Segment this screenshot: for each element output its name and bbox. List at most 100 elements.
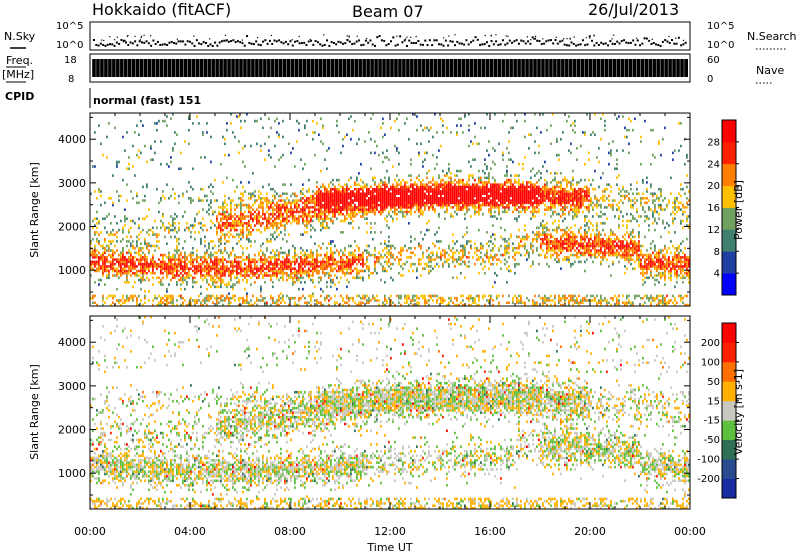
heatmap-cell <box>238 233 240 236</box>
heatmap-cell <box>310 249 312 252</box>
noise-search-point <box>505 35 507 37</box>
heatmap-cell <box>94 262 96 266</box>
heatmap-cell <box>384 201 386 205</box>
heatmap-cell <box>434 197 436 200</box>
heatmap-cell <box>170 278 172 282</box>
heatmap-cell <box>272 215 274 218</box>
heatmap-cell <box>416 294 418 298</box>
heatmap-cell <box>192 265 194 268</box>
heatmap-cell <box>306 231 308 234</box>
heatmap-cell <box>416 115 418 118</box>
heatmap-cell <box>274 301 276 305</box>
heatmap-cell <box>250 210 252 214</box>
heatmap-cell <box>140 231 142 234</box>
heatmap-cell <box>362 197 364 200</box>
heatmap-cell <box>140 119 142 123</box>
heatmap-cell <box>368 206 370 209</box>
heatmap-cell <box>338 281 340 284</box>
heatmap-cell <box>350 265 352 268</box>
heatmap-cell <box>94 256 96 259</box>
heatmap-cell <box>464 249 466 252</box>
heatmap-cell <box>362 301 364 305</box>
heatmap-cell <box>364 269 366 273</box>
heatmap-cell <box>240 215 242 218</box>
heatmap-cell <box>424 192 426 196</box>
noise-point <box>565 44 568 47</box>
heatmap-cell <box>144 240 146 243</box>
heatmap-cell <box>308 201 310 205</box>
heatmap-cell <box>422 253 424 257</box>
heatmap-cell <box>118 262 120 266</box>
noise-point <box>515 39 518 42</box>
heatmap-cell <box>236 228 238 232</box>
heatmap-cell <box>396 183 398 186</box>
noise-search-point <box>490 34 492 36</box>
heatmap-cell <box>234 256 236 259</box>
noise-point <box>513 40 516 43</box>
heatmap-cell <box>418 192 420 196</box>
heatmap-cell <box>286 203 288 207</box>
heatmap-cell <box>494 281 496 284</box>
heatmap-cell <box>492 192 494 196</box>
heatmap-cell <box>104 258 106 261</box>
heatmap-cell <box>172 256 174 259</box>
heatmap-cell <box>374 246 376 250</box>
heatmap-cell <box>290 271 292 275</box>
heatmap-cell <box>454 201 456 205</box>
heatmap-cell <box>400 296 402 300</box>
heatmap-cell <box>230 208 232 211</box>
heatmap-cell <box>280 260 282 264</box>
heatmap-cell <box>304 296 306 300</box>
heatmap-cell <box>268 201 270 205</box>
heatmap-cell <box>304 224 306 227</box>
heatmap-cell <box>472 183 474 186</box>
noise-point <box>435 39 438 42</box>
noise-point <box>344 42 347 45</box>
heatmap-cell <box>252 208 254 211</box>
heatmap-cell <box>430 203 432 207</box>
heatmap-cell <box>490 190 492 193</box>
heatmap-cell <box>374 267 376 270</box>
heatmap-cell <box>406 212 408 216</box>
heatmap-cell <box>120 267 122 270</box>
heatmap-cell <box>162 119 164 123</box>
heatmap-cell <box>406 260 408 264</box>
heatmap-cell <box>410 210 412 214</box>
heatmap-cell <box>418 174 420 177</box>
heatmap-cell <box>246 292 248 295</box>
heatmap-cell <box>118 301 120 305</box>
heatmap-cell <box>314 260 316 264</box>
heatmap-cell <box>252 194 254 198</box>
heatmap-cell <box>418 201 420 205</box>
heatmap-cell <box>478 176 480 180</box>
heatmap-cell <box>288 142 290 146</box>
noise-point <box>556 42 559 45</box>
heatmap-cell <box>318 210 320 214</box>
noise-point <box>627 42 630 45</box>
heatmap-cell <box>358 260 360 264</box>
heatmap-cell <box>290 276 292 280</box>
heatmap-cell <box>392 185 394 189</box>
heatmap-cell <box>252 269 254 273</box>
heatmap-cell <box>466 197 468 200</box>
noise-point <box>239 41 242 44</box>
heatmap-cell <box>178 274 180 277</box>
heatmap-cell <box>440 183 442 186</box>
heatmap-cell <box>126 274 128 277</box>
heatmap-cell <box>284 208 286 211</box>
heatmap-cell <box>136 242 138 245</box>
heatmap-cell <box>100 278 102 282</box>
heatmap-cell <box>266 197 268 200</box>
heatmap-cell <box>490 194 492 198</box>
heatmap-cell <box>312 119 314 123</box>
noise-point <box>531 36 534 39</box>
heatmap-cell <box>454 190 456 193</box>
heatmap-cell <box>392 256 394 259</box>
heatmap-cell <box>166 271 168 275</box>
heatmap-cell <box>394 208 396 211</box>
heatmap-cell <box>250 206 252 209</box>
heatmap-cell <box>334 194 336 198</box>
heatmap-cell <box>484 253 486 257</box>
heatmap-cell <box>274 144 276 148</box>
heatmap-cell <box>312 137 314 141</box>
